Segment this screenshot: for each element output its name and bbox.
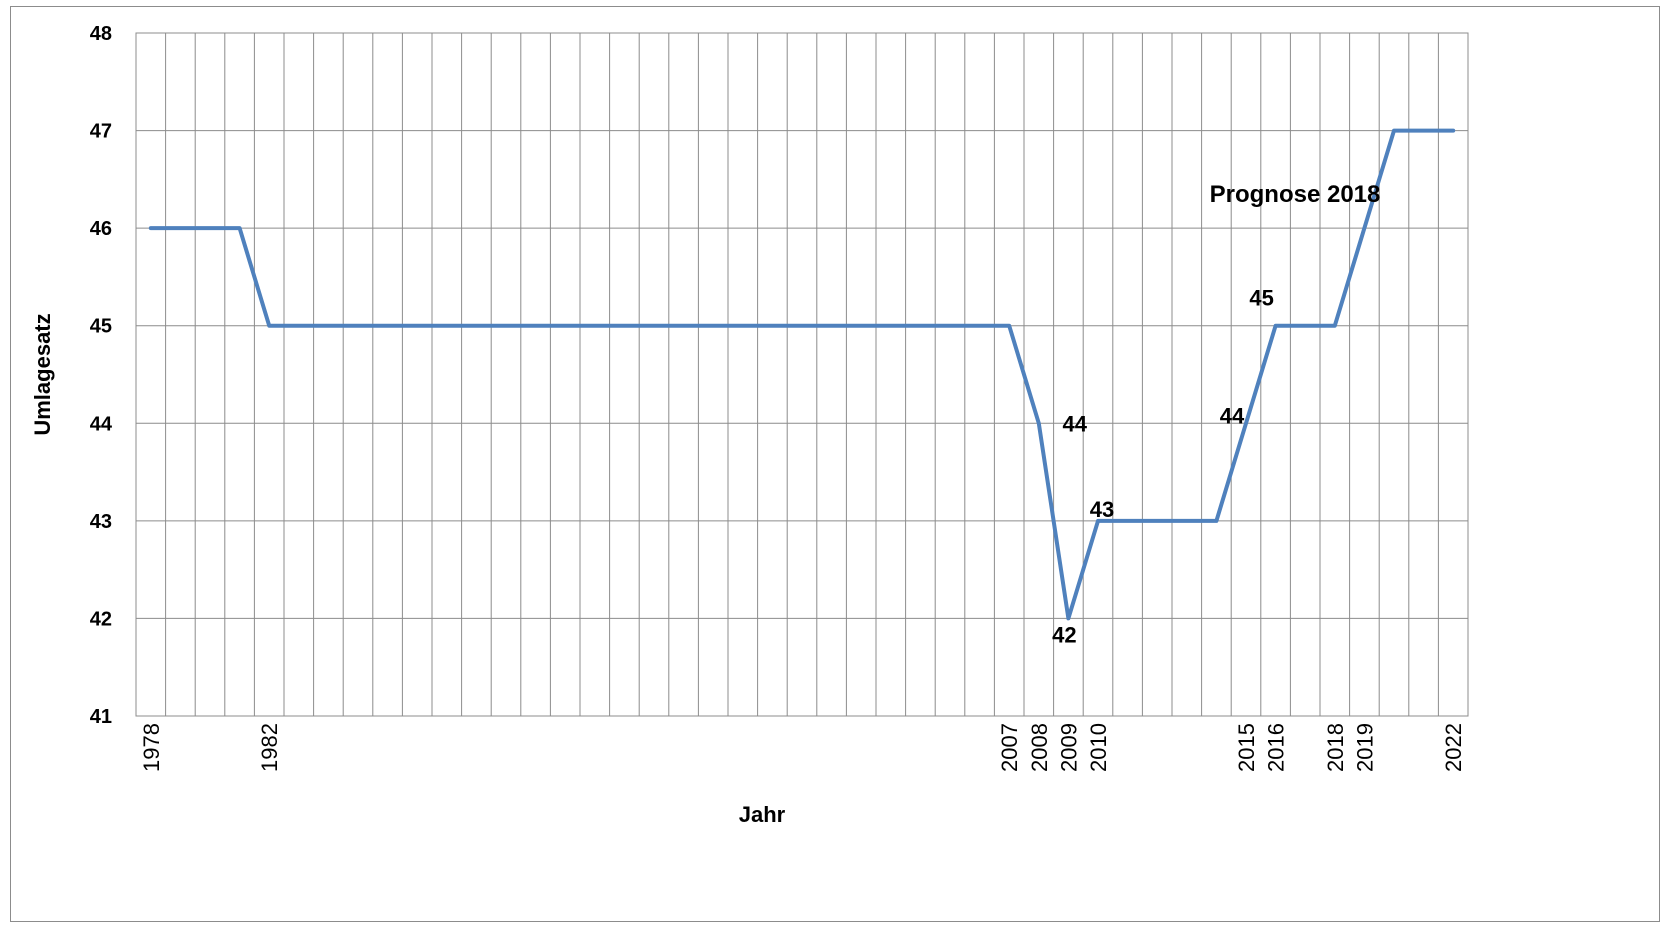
y-axis-ticks: 41 42 43 44 45 46 47 48 xyxy=(90,23,113,728)
y-tick-label: 44 xyxy=(90,413,113,435)
annotation-prognose: Prognose 2018 xyxy=(1210,181,1381,208)
x-tick-label: 2008 xyxy=(1027,723,1052,772)
x-tick-label: 2016 xyxy=(1264,723,1289,772)
y-tick-label: 41 xyxy=(90,706,112,728)
data-label: 43 xyxy=(1090,497,1114,522)
y-tick-label: 46 xyxy=(90,218,112,240)
x-tick-label: 2010 xyxy=(1086,723,1111,772)
y-tick-label: 43 xyxy=(90,511,112,533)
y-tick-label: 45 xyxy=(90,316,112,338)
y-tick-label: 42 xyxy=(90,608,112,630)
x-tick-label: 2009 xyxy=(1056,723,1081,772)
data-labels: 44 42 43 44 45 xyxy=(1052,286,1274,648)
gridlines xyxy=(135,32,1469,717)
x-tick-label: 2018 xyxy=(1323,723,1348,772)
y-tick-label: 47 xyxy=(90,121,112,143)
x-tick-label: 1978 xyxy=(139,723,164,772)
x-axis-title: Jahr xyxy=(739,802,786,827)
x-tick-label: 2019 xyxy=(1352,723,1377,772)
y-tick-label: 48 xyxy=(90,23,112,45)
data-label: 42 xyxy=(1052,622,1076,647)
y-axis-title: Umlagesatz xyxy=(30,313,55,435)
x-tick-label: 1982 xyxy=(257,723,282,772)
data-label: 44 xyxy=(1063,411,1088,436)
x-axis-ticks: 1978 1982 2007 2008 2009 2010 2015 2016 2018 2019… xyxy=(139,723,1466,772)
plot-area-border xyxy=(135,32,1469,717)
x-tick-label: 2015 xyxy=(1234,723,1259,772)
series-layer xyxy=(148,128,1456,621)
series-line xyxy=(148,128,1456,621)
x-tick-label: 2007 xyxy=(997,723,1022,772)
data-label: 44 xyxy=(1220,403,1245,428)
data-label: 45 xyxy=(1249,286,1273,311)
x-tick-label: 2022 xyxy=(1441,723,1466,772)
